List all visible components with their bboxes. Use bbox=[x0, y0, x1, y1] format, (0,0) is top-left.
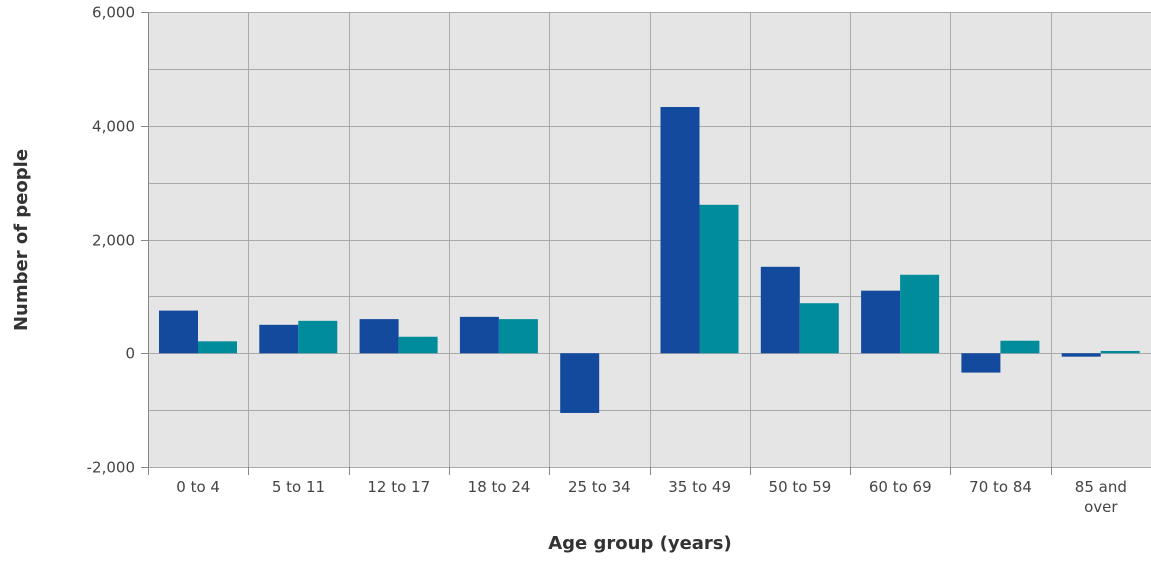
gridlines bbox=[148, 12, 1151, 468]
bar-series2-8 bbox=[1000, 340, 1040, 354]
bar-series2-6 bbox=[799, 303, 839, 354]
x-tick-label: over bbox=[1084, 498, 1118, 516]
x-tick-label: 18 to 24 bbox=[468, 478, 531, 496]
bar-series2-1 bbox=[298, 320, 338, 354]
bar-series1-4 bbox=[560, 353, 600, 413]
y-tick-label: 0 bbox=[125, 345, 135, 363]
y-axis: -2,000 0 2,000 4,000 6,000 bbox=[87, 4, 149, 477]
x-tick-label: 50 to 59 bbox=[769, 478, 832, 496]
x-tick-label: 25 to 34 bbox=[568, 478, 631, 496]
bars bbox=[159, 106, 1140, 413]
y-axis-title: Number of people bbox=[11, 149, 32, 331]
x-tick-label: 70 to 84 bbox=[969, 478, 1032, 496]
y-tick-label: 4,000 bbox=[92, 118, 135, 136]
x-axis-title: Age group (years) bbox=[548, 533, 732, 554]
plot-background bbox=[148, 12, 1151, 467]
bar-series2-2 bbox=[398, 336, 438, 354]
bar-series1-5 bbox=[660, 106, 700, 354]
bar-series1-0 bbox=[159, 310, 198, 354]
bar-series2-0 bbox=[198, 341, 237, 354]
x-tick-label: 60 to 69 bbox=[869, 478, 932, 496]
x-tick-label: 35 to 49 bbox=[668, 478, 731, 496]
y-tick-label: 6,000 bbox=[92, 4, 135, 22]
bar-series1-1 bbox=[259, 324, 299, 354]
bar-series2-3 bbox=[498, 319, 538, 354]
bar-series1-8 bbox=[961, 353, 1001, 373]
bar-series1-6 bbox=[760, 266, 800, 354]
bar-series2-9 bbox=[1100, 350, 1140, 354]
x-tick-label: 12 to 17 bbox=[367, 478, 430, 496]
bar-series1-9 bbox=[1061, 353, 1101, 357]
x-axis: 0 to 4 5 to 11 12 to 17 18 to 24 25 to 34 35 … bbox=[148, 467, 1127, 516]
x-tick-label: 85 and bbox=[1075, 478, 1127, 496]
bar-series1-3 bbox=[459, 316, 499, 354]
bar-series2-5 bbox=[699, 204, 739, 354]
y-tick-label: 2,000 bbox=[92, 232, 135, 250]
x-tick-label: 5 to 11 bbox=[272, 478, 325, 496]
bar-series1-2 bbox=[359, 319, 399, 354]
bar-series1-7 bbox=[861, 290, 901, 354]
x-tick-label: 0 to 4 bbox=[176, 478, 220, 496]
bar-series2-7 bbox=[900, 274, 940, 354]
y-tick-label: -2,000 bbox=[87, 459, 135, 477]
